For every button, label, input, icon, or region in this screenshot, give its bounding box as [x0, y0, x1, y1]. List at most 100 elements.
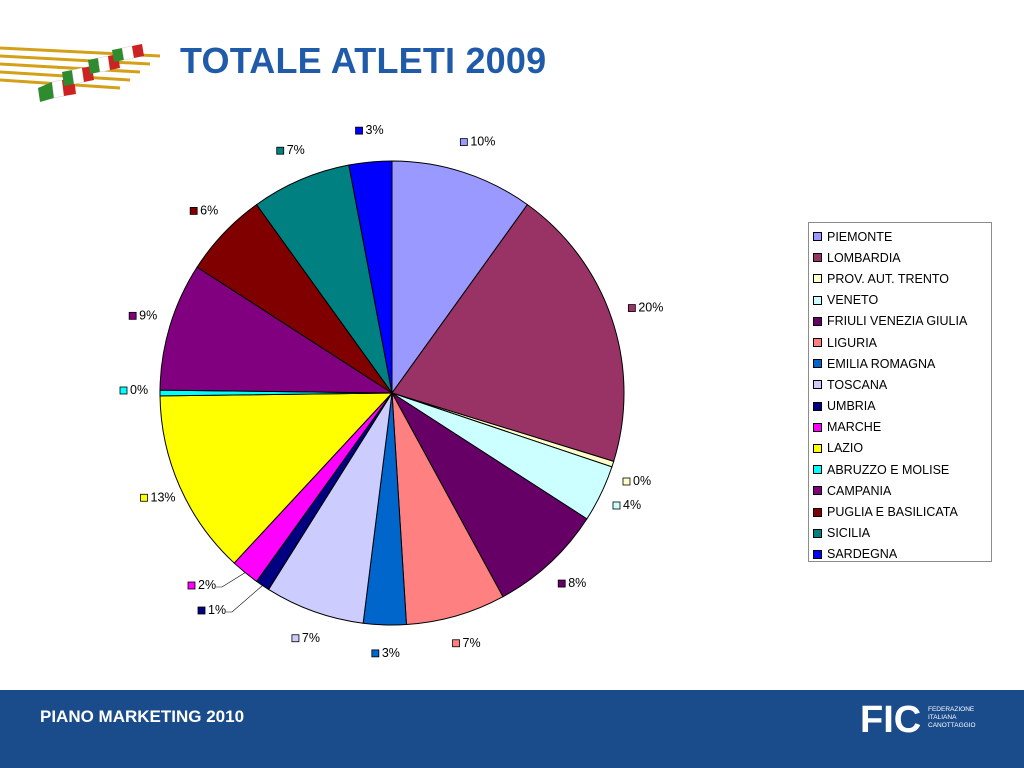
legend-item: ABRUZZO E MOLISE	[809, 459, 991, 480]
legend-label: EMILIA ROMAGNA	[827, 356, 936, 371]
legend-swatch	[813, 549, 822, 559]
legend-label: SARDEGNA	[827, 547, 898, 562]
label-text: 0%	[633, 474, 651, 488]
label-swatch	[355, 126, 363, 135]
chart-legend: PIEMONTE LOMBARDIA PROV. AUT. TRENTO VENETO…	[808, 222, 992, 562]
label-swatch	[612, 501, 621, 510]
legend-item: VENETO	[809, 290, 991, 311]
pie-slice-piemonte	[391, 160, 529, 395]
data-label-lombardia: 20%	[627, 301, 663, 315]
legend-item: EMILIA ROMAGNA	[809, 353, 991, 374]
legend-item: LAZIO	[809, 438, 991, 459]
legend-swatch	[813, 401, 822, 411]
data-label-liguria: 7%	[452, 636, 481, 650]
legend-swatch	[813, 465, 822, 475]
label-text: 2%	[198, 578, 216, 592]
legend-item: SARDEGNA	[809, 544, 991, 565]
label-swatch	[276, 146, 285, 155]
legend-label: PROV. AUT. TRENTO	[827, 271, 950, 286]
legend-item: MARCHE	[809, 417, 991, 438]
label-text: 1%	[208, 603, 226, 617]
legend-label: LAZIO	[827, 441, 864, 456]
label-swatch	[459, 138, 468, 147]
legend-swatch	[813, 380, 822, 390]
label-text: 20%	[638, 301, 663, 315]
data-label-toscana: 7%	[291, 631, 320, 645]
legend-label: LOMBARDIA	[827, 250, 901, 265]
legend-swatch	[813, 316, 822, 326]
label-leader-line	[216, 572, 246, 588]
label-swatch	[452, 639, 460, 648]
label-text: 7%	[463, 636, 481, 650]
data-label-piemonte: 10%	[459, 135, 495, 149]
label-text: 9%	[139, 308, 157, 322]
label-text: 3%	[382, 646, 400, 660]
legend-item: CAMPANIA	[809, 480, 991, 501]
data-label-puglia-e-basilicata: 6%	[189, 203, 218, 217]
label-swatch	[627, 304, 636, 312]
legend-item: PIEMONTE	[809, 226, 991, 247]
pie-slice-lombardia	[391, 203, 625, 463]
rowing-boats-logo	[0, 44, 161, 102]
legend-label: PUGLIA E BASILICATA	[827, 505, 958, 520]
label-text: 3%	[366, 123, 384, 137]
pie-slice-lazio	[159, 392, 394, 564]
legend-swatch	[813, 338, 822, 348]
data-label-umbria: 1%	[197, 603, 226, 617]
legend-item: PROV. AUT. TRENTO	[809, 268, 991, 289]
legend-swatch	[813, 232, 822, 242]
legend-label: ABRUZZO E MOLISE	[827, 462, 950, 477]
legend-label: SICILIA	[827, 526, 871, 541]
legend-item: LOMBARDIA	[809, 247, 991, 268]
label-text: 10%	[470, 135, 495, 149]
data-label-sardegna: 3%	[355, 123, 384, 137]
page-title: TOTALE ATLETI 2009	[180, 40, 547, 81]
legend-label: PIEMONTE	[827, 229, 893, 244]
data-label-emilia-romagna: 3%	[371, 646, 400, 660]
data-label-veneto: 4%	[612, 498, 641, 512]
label-text: 4%	[623, 498, 641, 512]
fic-logo-letters: FIC	[860, 699, 921, 741]
pie-slice-sardegna	[348, 160, 393, 394]
fic-name-line-2: ITALIANA	[928, 714, 957, 721]
label-swatch	[119, 386, 128, 395]
legend-item: UMBRIA	[809, 396, 991, 417]
label-text: 7%	[302, 631, 320, 645]
label-swatch	[187, 581, 196, 590]
data-label-lazio: 13%	[140, 490, 176, 504]
label-swatch	[128, 311, 137, 320]
label-swatch	[197, 606, 206, 615]
label-swatch	[291, 634, 300, 643]
legend-swatch	[813, 486, 822, 496]
legend-label: FRIULI VENEZIA GIULIA	[827, 314, 968, 329]
data-label-prov-aut-trento: 0%	[622, 474, 651, 488]
legend-label: CAMPANIA	[827, 483, 892, 498]
legend-label: MARCHE	[827, 420, 882, 435]
legend-swatch	[813, 422, 822, 432]
pie-chart: 10% 20% 0% 4% 8% 7% 3% 7% 1% 2% 13% 0% 9% 6% 7% 3%	[119, 123, 663, 660]
label-text: 0%	[130, 383, 148, 397]
label-text: 7%	[287, 143, 305, 157]
data-label-friuli-venezia-giulia: 8%	[557, 576, 586, 590]
legend-label: LIGURIA	[827, 335, 878, 350]
legend-swatch	[813, 507, 822, 517]
label-swatch	[622, 477, 631, 486]
label-text: 13%	[151, 490, 176, 504]
legend-swatch	[813, 359, 822, 369]
legend-label: VENETO	[827, 293, 879, 308]
label-swatch	[140, 493, 148, 502]
fic-name-line-1: FEDERAZIONE	[928, 706, 975, 713]
label-text: 8%	[568, 576, 586, 590]
pie-slice-friuli-venezia-giulia	[391, 392, 588, 598]
data-label-campania: 9%	[128, 308, 157, 322]
legend-item: LIGURIA	[809, 332, 991, 353]
legend-swatch	[813, 274, 822, 284]
legend-item: TOSCANA	[809, 374, 991, 395]
footer-bar: PIANO MARKETING 2010 FIC FEDERAZIONE ITA…	[0, 690, 1024, 768]
label-swatch	[371, 649, 380, 658]
legend-swatch	[813, 528, 822, 538]
data-label-marche: 2%	[187, 578, 216, 592]
label-swatch	[557, 579, 566, 588]
legend-item: PUGLIA E BASILICATA	[809, 501, 991, 522]
pie-slice-campania	[159, 266, 394, 394]
